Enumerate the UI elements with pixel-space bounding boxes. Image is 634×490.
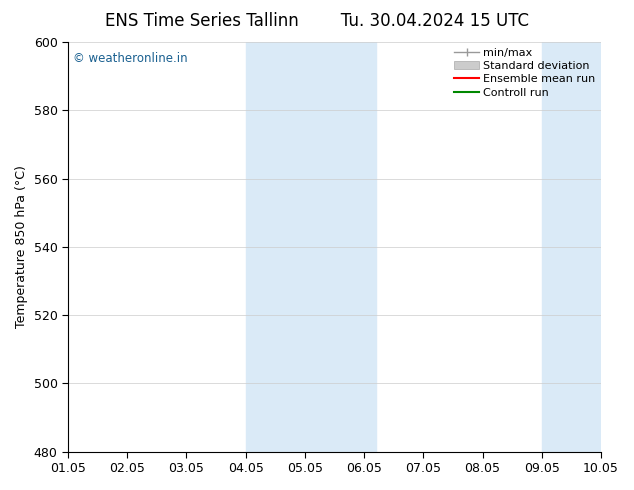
Text: © weatheronline.in: © weatheronline.in: [74, 52, 188, 65]
Text: ENS Time Series Tallinn        Tu. 30.04.2024 15 UTC: ENS Time Series Tallinn Tu. 30.04.2024 1…: [105, 12, 529, 30]
Legend: min/max, Standard deviation, Ensemble mean run, Controll run: min/max, Standard deviation, Ensemble me…: [451, 44, 599, 101]
Bar: [542, 42, 601, 452]
Y-axis label: Temperature 850 hPa (°C): Temperature 850 hPa (°C): [15, 166, 28, 328]
Bar: [245, 42, 376, 452]
